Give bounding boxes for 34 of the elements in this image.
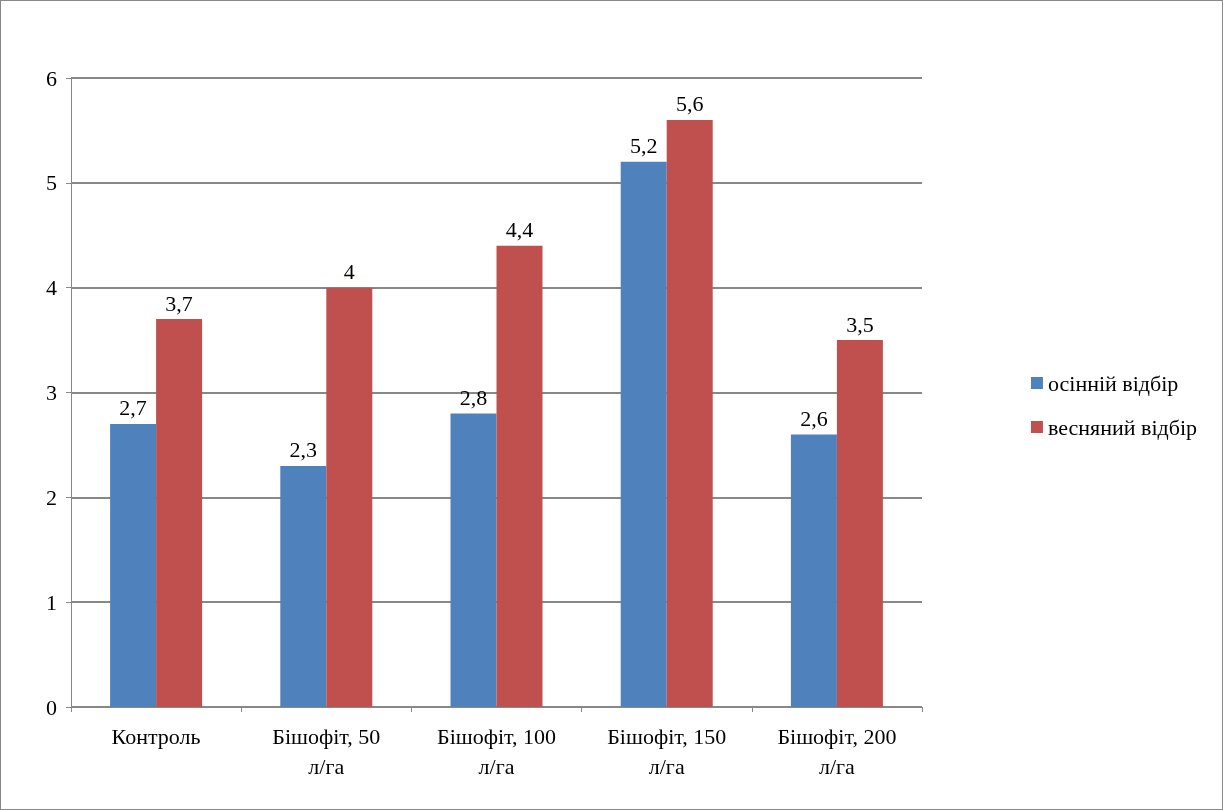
bar: [666, 119, 713, 707]
bar: [110, 423, 157, 707]
x-tick-label: Контроль: [111, 723, 201, 749]
y-tick-label: 5: [46, 170, 57, 196]
bar: [790, 434, 837, 707]
data-label: 5,6: [675, 91, 704, 117]
bar: [496, 245, 543, 707]
data-label: 4,4: [505, 217, 534, 243]
x-tick-label: Бішофіт, 150 л/га: [607, 723, 727, 779]
y-tick-label: 2: [46, 484, 57, 510]
x-tick-label: Бішофіт, 100 л/га: [436, 723, 557, 779]
y-tick-label: 1: [46, 589, 57, 615]
y-tick-label: 3: [46, 380, 57, 405]
x-tick-label: Бішофіт, 200 л/га: [777, 723, 897, 779]
data-label: 2,7: [119, 395, 147, 421]
data-label: 2,8: [459, 384, 488, 410]
y-tick-label: 4: [46, 275, 57, 301]
y-tick-label: 6: [46, 65, 57, 91]
bar: [280, 465, 327, 707]
bar: [620, 161, 667, 707]
data-label: 4: [343, 259, 355, 285]
bar: [156, 319, 203, 707]
bar: [836, 340, 883, 707]
y-tick-label: 0: [46, 694, 57, 720]
data-label: 3,5: [846, 311, 874, 337]
x-tick-label: Бішофіт, 50 л/га: [272, 723, 381, 779]
legend-label: осінній відбір: [1047, 370, 1179, 396]
data-label: 5,2: [629, 133, 658, 159]
data-label: 2,3: [289, 437, 318, 463]
bar: [326, 287, 373, 707]
bar: [450, 413, 497, 707]
data-label: 3,7: [165, 290, 193, 316]
data-label: 2,6: [800, 405, 828, 431]
legend-label: весняний відбір: [1047, 414, 1198, 440]
